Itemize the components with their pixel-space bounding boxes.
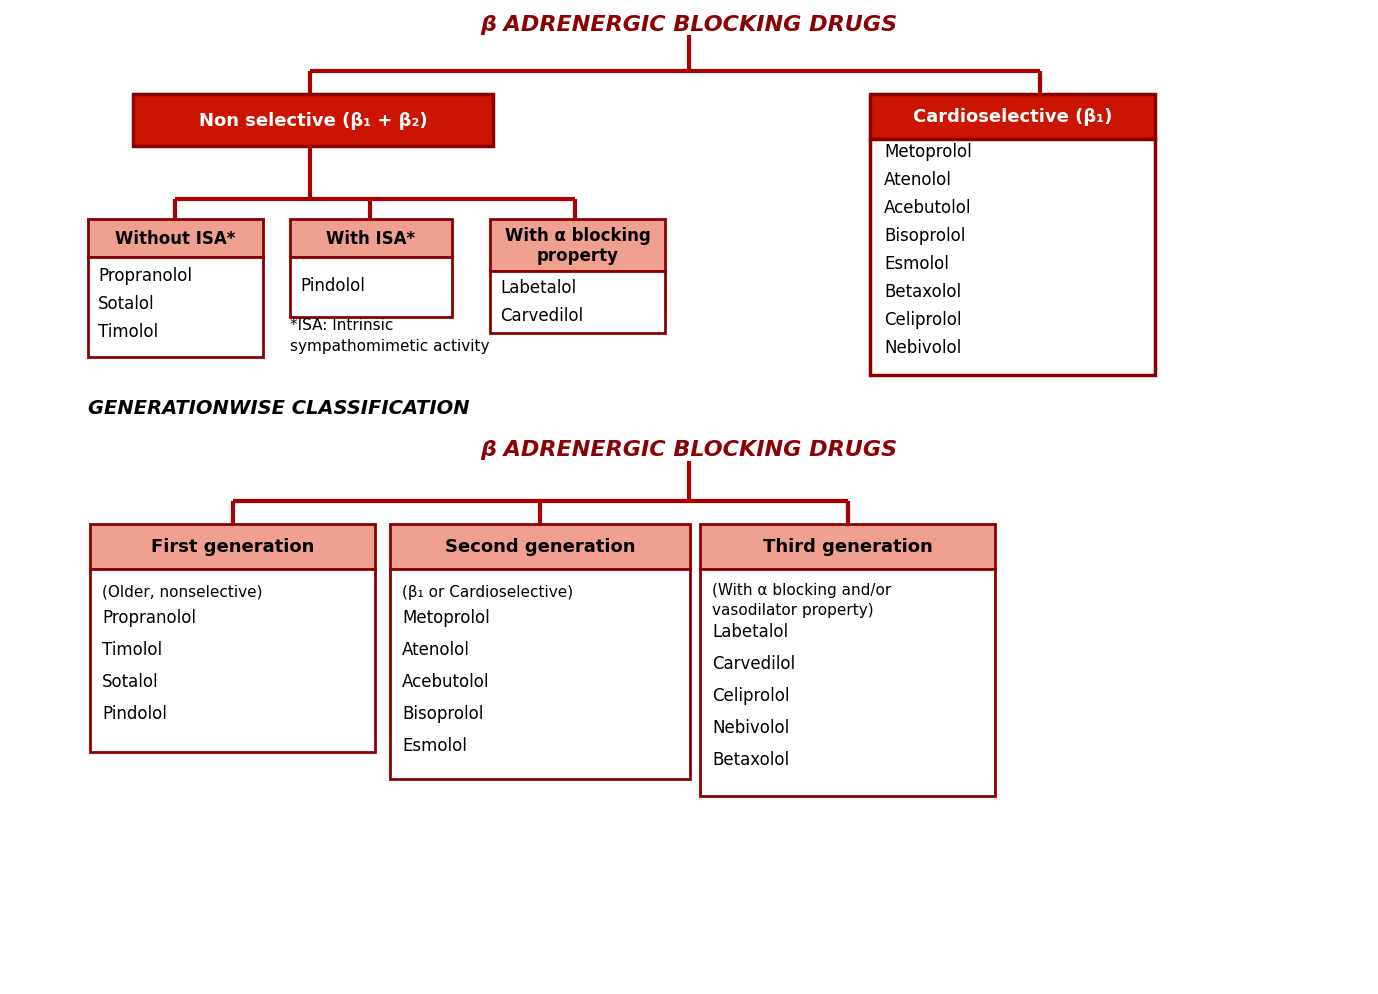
- Text: *ISA: Intrinsic: *ISA: Intrinsic: [289, 318, 393, 333]
- Text: Sotalol: Sotalol: [102, 672, 158, 690]
- Bar: [700, 570, 995, 796]
- Bar: [90, 570, 375, 752]
- Bar: [700, 525, 995, 570]
- Text: Labetalol: Labetalol: [500, 278, 576, 296]
- Bar: [88, 220, 263, 257]
- Text: Without ISA*: Without ISA*: [116, 230, 236, 248]
- Text: Second generation: Second generation: [445, 538, 635, 556]
- Text: Betaxolol: Betaxolol: [712, 750, 790, 768]
- Text: Cardioselective (β₁): Cardioselective (β₁): [912, 108, 1112, 126]
- Bar: [289, 220, 452, 257]
- Text: Esmolol: Esmolol: [402, 737, 467, 754]
- Text: Timolol: Timolol: [102, 640, 163, 658]
- Bar: [390, 525, 690, 570]
- Text: β ADRENERGIC BLOCKING DRUGS: β ADRENERGIC BLOCKING DRUGS: [481, 439, 897, 459]
- Text: First generation: First generation: [150, 538, 314, 556]
- Text: Nebivolol: Nebivolol: [712, 719, 790, 737]
- Text: Non selective (β₁ + β₂): Non selective (β₁ + β₂): [198, 112, 427, 130]
- Bar: [90, 525, 375, 570]
- Text: Betaxolol: Betaxolol: [885, 282, 960, 301]
- Text: sympathomimetic activity: sympathomimetic activity: [289, 338, 489, 353]
- Text: Metoprolol: Metoprolol: [885, 143, 971, 161]
- Text: (With α blocking and/or: (With α blocking and/or: [712, 581, 892, 597]
- Text: Timolol: Timolol: [98, 323, 158, 341]
- Bar: [870, 94, 1155, 140]
- Text: Esmolol: Esmolol: [885, 254, 949, 272]
- Text: GENERATIONWISE CLASSIFICATION: GENERATIONWISE CLASSIFICATION: [88, 399, 470, 417]
- Text: Celiprolol: Celiprolol: [712, 686, 790, 705]
- Bar: [491, 220, 666, 271]
- Text: Celiprolol: Celiprolol: [885, 311, 962, 329]
- Text: Atenolol: Atenolol: [885, 171, 952, 189]
- Text: Bisoprolol: Bisoprolol: [885, 227, 966, 245]
- Bar: [134, 94, 493, 147]
- Text: With ISA*: With ISA*: [327, 230, 416, 248]
- Text: Pindolol: Pindolol: [300, 276, 365, 294]
- Text: Third generation: Third generation: [762, 538, 933, 556]
- Text: vasodilator property): vasodilator property): [712, 602, 874, 617]
- Bar: [289, 257, 452, 318]
- Text: Labetalol: Labetalol: [712, 622, 788, 640]
- Text: β ADRENERGIC BLOCKING DRUGS: β ADRENERGIC BLOCKING DRUGS: [481, 15, 897, 35]
- Text: Propranolol: Propranolol: [102, 608, 196, 626]
- Text: Carvedilol: Carvedilol: [500, 307, 583, 325]
- Bar: [491, 271, 666, 334]
- Text: Pindolol: Pindolol: [102, 705, 167, 723]
- Text: Sotalol: Sotalol: [98, 294, 154, 313]
- Text: Carvedilol: Carvedilol: [712, 654, 795, 672]
- Bar: [88, 257, 263, 358]
- Text: (β₁ or Cardioselective): (β₁ or Cardioselective): [402, 583, 573, 599]
- Text: Atenolol: Atenolol: [402, 640, 470, 658]
- Text: Propranolol: Propranolol: [98, 266, 192, 284]
- Text: Acebutolol: Acebutolol: [402, 672, 489, 690]
- Text: (Older, nonselective): (Older, nonselective): [102, 583, 262, 599]
- Text: Acebutolol: Acebutolol: [885, 199, 971, 217]
- Text: Nebivolol: Nebivolol: [885, 339, 962, 357]
- Bar: [390, 570, 690, 779]
- Text: Bisoprolol: Bisoprolol: [402, 705, 484, 723]
- Bar: [870, 140, 1155, 376]
- Text: Metoprolol: Metoprolol: [402, 608, 489, 626]
- Text: With α blocking
property: With α blocking property: [504, 227, 650, 265]
